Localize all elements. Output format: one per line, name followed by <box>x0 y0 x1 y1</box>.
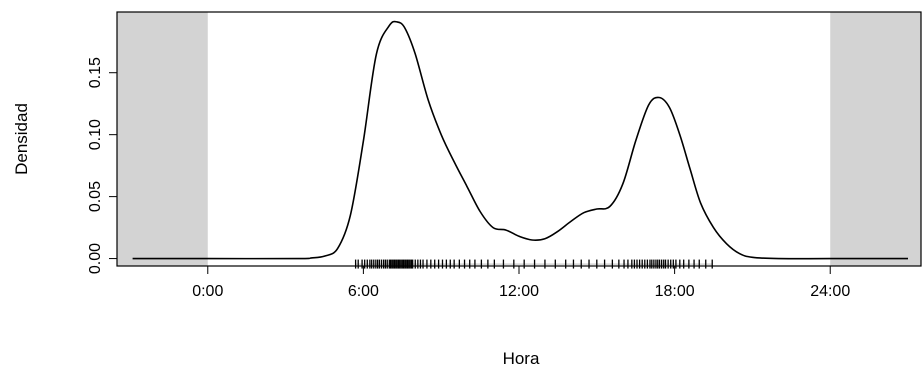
density-line <box>132 20 908 260</box>
shaded-region <box>117 12 208 266</box>
y-axis-title: Densidad <box>12 103 31 175</box>
series-layer <box>132 20 908 260</box>
x-tick-label: 18:00 <box>655 283 695 300</box>
y-tick-label: 0.10 <box>87 119 104 150</box>
y-tick-label: 0.00 <box>87 243 104 274</box>
plot-frame <box>116 11 922 267</box>
x-axis-title: Hora <box>503 349 540 368</box>
x-tick-label: 12:00 <box>499 283 539 300</box>
y-tick-label: 0.15 <box>87 57 104 88</box>
shaded-region <box>830 12 921 266</box>
x-tick-label: 6:00 <box>348 283 379 300</box>
shaded-regions <box>117 12 921 266</box>
rug-marks <box>354 259 713 269</box>
x-axis: 0:00 6:00 12:00 18:00 24:00 <box>192 265 850 300</box>
x-tick-label: 0:00 <box>192 283 223 300</box>
x-tick-label: 24:00 <box>810 283 850 300</box>
y-tick-label: 0.05 <box>87 181 104 212</box>
y-axis: 0.00 0.05 0.10 0.15 <box>87 57 118 274</box>
